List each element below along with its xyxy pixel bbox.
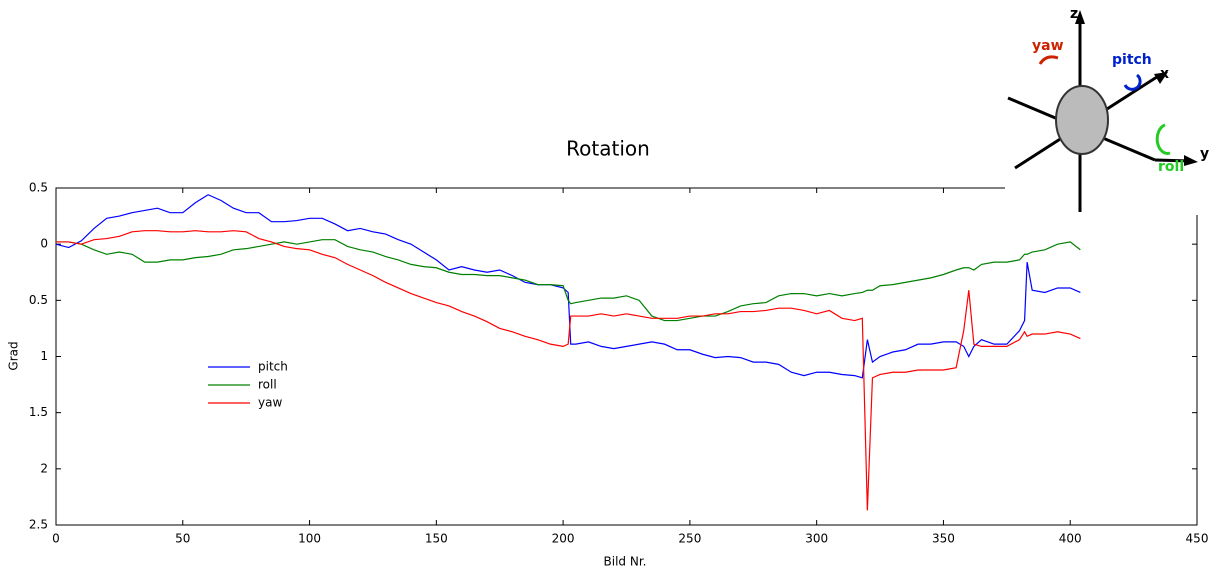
axis-name: z [1070, 6, 1078, 22]
x-tick-label: 150 [425, 532, 448, 546]
y-axis-label: Grad [7, 341, 21, 370]
y-tick-label: 0.5 [29, 293, 48, 307]
x-tick-label: 0 [52, 532, 60, 546]
legend-label: yaw [258, 396, 282, 410]
rotation-name: roll [1158, 159, 1184, 175]
plot-frame [55, 187, 1198, 526]
pitch-arrow [1123, 73, 1142, 91]
legend-label: roll [258, 378, 277, 392]
yaw-arrow [1038, 55, 1059, 65]
x-tick-label: 50 [175, 532, 190, 546]
rotation-name: yaw [1032, 38, 1064, 54]
series-line [56, 239, 1081, 322]
roll-arrow [1155, 123, 1171, 155]
y-tick-label: 0 [40, 237, 48, 251]
y-tick-label: 1 [40, 349, 48, 363]
y-axis-line [1154, 158, 1191, 163]
x-tick-label: 200 [552, 532, 575, 546]
x-axis-label: Bild Nr. [604, 555, 647, 569]
inset-background [1005, 0, 1231, 215]
axis-name: x [1160, 66, 1169, 82]
y-tick-label: 0.5 [29, 181, 48, 195]
axis-name: y [1200, 146, 1209, 162]
orientation-inset: z x y yaw pitch roll [1005, 0, 1231, 215]
rotation-name: pitch [1112, 52, 1152, 68]
head [1055, 85, 1109, 155]
y-tick-label: 1.5 [29, 405, 48, 419]
arrow [1154, 72, 1168, 84]
series-line [55, 194, 1081, 379]
arrow [1184, 155, 1198, 166]
series-line [56, 230, 1081, 511]
x-tick-label: 100 [298, 532, 321, 546]
x-tick-label: 450 [1186, 532, 1209, 546]
chart-title: Rotation [566, 137, 650, 161]
x-tick-label: 300 [805, 532, 828, 546]
legend-label: pitch [258, 360, 288, 374]
x-tick-label: 250 [678, 532, 701, 546]
y-tick-label: 2 [40, 461, 48, 475]
arrow [1075, 10, 1085, 24]
y-tick-label: 2.5 [29, 518, 48, 532]
x-tick-label: 400 [1059, 532, 1082, 546]
x-tick-label: 350 [932, 532, 955, 546]
